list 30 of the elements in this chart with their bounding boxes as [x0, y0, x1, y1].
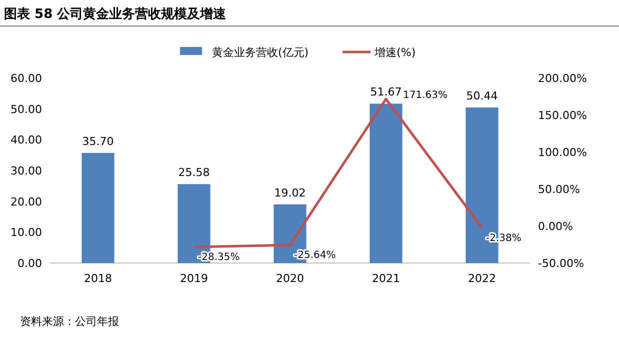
- y2-tick-label: 150.00%: [538, 109, 587, 122]
- x-tick-label: 2022: [468, 272, 496, 285]
- x-tick-label: 2019: [180, 272, 208, 285]
- y2-tick-label: 200.00%: [538, 72, 587, 85]
- legend-label: 增速(%): [374, 46, 416, 59]
- y-tick-label: 30.00: [10, 164, 42, 178]
- y-tick-label: 10.00: [10, 226, 42, 240]
- data-label: 25.58: [178, 166, 210, 180]
- data-label: 50.44: [466, 89, 498, 102]
- x-tick-label: 2020: [276, 272, 304, 285]
- chart-title: 图表 58 公司黄金业务营收规模及增速: [4, 6, 228, 22]
- y-tick-label: 40.00: [10, 134, 42, 147]
- x-tick-label: 2018: [84, 272, 112, 285]
- data-label: 51.67: [370, 86, 402, 99]
- y2-tick-label: -50.00%: [538, 257, 584, 270]
- data-label: 35.70: [82, 134, 114, 148]
- y-tick-label: 0.00: [18, 257, 42, 270]
- x-tick-label: 2021: [372, 272, 400, 285]
- y-tick-label: 60.00: [10, 72, 42, 85]
- y-tick-label: 20.00: [10, 195, 42, 208]
- data-label: 171.63%: [403, 90, 448, 101]
- text: 资料来源：公司年报: [20, 315, 119, 328]
- y-tick-label: 50.00: [10, 102, 42, 116]
- y2-tick-label: 100.00%: [538, 146, 587, 159]
- y2-tick-label: 50.00%: [538, 183, 580, 196]
- bar: [370, 104, 402, 263]
- legend-label: 黄金业务营收(亿元): [212, 46, 309, 59]
- bar: [82, 152, 114, 263]
- y2-tick-label: 0.00%: [538, 220, 573, 233]
- data-label: 19.02: [274, 186, 306, 200]
